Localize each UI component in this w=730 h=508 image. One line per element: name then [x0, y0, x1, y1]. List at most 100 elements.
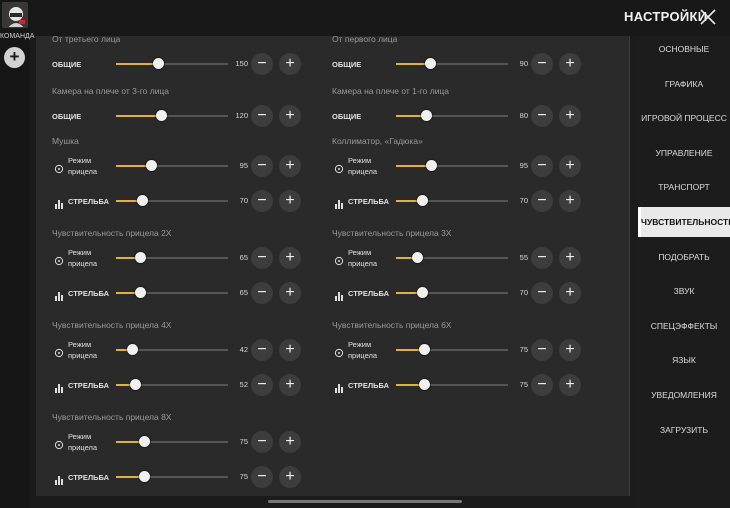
- decrease-button[interactable]: −: [251, 105, 273, 127]
- slider-fill: [116, 115, 161, 117]
- slider-knob[interactable]: [417, 287, 429, 298]
- slider-track[interactable]: [116, 252, 228, 263]
- slider-track[interactable]: [116, 436, 228, 447]
- decrease-button[interactable]: −: [531, 247, 553, 269]
- group-title: Чувствительность прицела 8X: [52, 412, 172, 422]
- slider-knob[interactable]: [411, 252, 423, 263]
- increase-button[interactable]: +: [279, 247, 301, 269]
- increase-button[interactable]: +: [559, 374, 581, 396]
- slider-label: СТРЕЛЬБА: [68, 381, 109, 390]
- slider-track[interactable]: [396, 160, 508, 171]
- menu-item[interactable]: СПЕЦЭФФЕКТЫ: [650, 320, 718, 331]
- slider-knob[interactable]: [130, 379, 142, 390]
- decrease-button[interactable]: −: [251, 339, 273, 361]
- slider-knob[interactable]: [126, 344, 138, 355]
- avatar[interactable]: [2, 2, 28, 28]
- menu-item[interactable]: ИГРОВОЙ ПРОЦЕСС: [641, 113, 727, 124]
- increase-button[interactable]: +: [279, 431, 301, 453]
- slider-label: СТРЕЛЬБА: [348, 289, 389, 298]
- slider-track[interactable]: [396, 252, 508, 263]
- decrease-button[interactable]: −: [251, 282, 273, 304]
- decrease-button[interactable]: −: [531, 155, 553, 177]
- slider-track[interactable]: [396, 195, 508, 206]
- slider-track[interactable]: [116, 195, 228, 206]
- decrease-button[interactable]: −: [251, 431, 273, 453]
- slider-track[interactable]: [396, 287, 508, 298]
- slider-knob[interactable]: [135, 287, 147, 298]
- increase-button[interactable]: +: [559, 339, 581, 361]
- increase-button[interactable]: +: [559, 247, 581, 269]
- slider-knob[interactable]: [420, 110, 432, 121]
- slider-row: Режим прицела 65− +: [52, 246, 342, 270]
- decrease-button[interactable]: −: [531, 339, 553, 361]
- menu-item[interactable]: ОСНОВНЫЕ: [658, 44, 710, 54]
- slider-knob[interactable]: [146, 160, 158, 171]
- crosshair-icon: [54, 345, 64, 358]
- slider-knob[interactable]: [135, 252, 147, 263]
- slider-knob[interactable]: [419, 344, 430, 355]
- slider-track[interactable]: [396, 58, 508, 69]
- increase-button[interactable]: +: [559, 190, 581, 212]
- increase-button[interactable]: +: [559, 282, 581, 304]
- slider-track[interactable]: [116, 344, 228, 355]
- slider-track[interactable]: [116, 287, 228, 298]
- increase-button[interactable]: +: [279, 374, 301, 396]
- slider-knob[interactable]: [155, 110, 167, 121]
- decrease-button[interactable]: −: [251, 247, 273, 269]
- slider-knob[interactable]: [419, 379, 430, 390]
- slider-track[interactable]: [116, 379, 228, 390]
- slider-knob[interactable]: [424, 58, 436, 69]
- slider-track[interactable]: [116, 110, 228, 121]
- increase-button[interactable]: +: [279, 105, 301, 127]
- menu-item[interactable]: УПРАВЛЕНИЕ: [655, 147, 713, 158]
- menu-item[interactable]: ЗВУК: [673, 286, 695, 297]
- slider-track[interactable]: [396, 344, 508, 355]
- decrease-button[interactable]: −: [531, 374, 553, 396]
- menu-item[interactable]: ТРАНСПОРТ: [658, 182, 710, 193]
- group-title: Камера на плече от 3-го лица: [52, 86, 170, 96]
- decrease-button[interactable]: −: [251, 155, 273, 177]
- slider-knob[interactable]: [153, 58, 164, 69]
- increase-button[interactable]: +: [279, 53, 301, 75]
- menu-item[interactable]: ПОДОБРАТЬ: [658, 251, 710, 262]
- decrease-button[interactable]: −: [531, 53, 553, 75]
- increase-button[interactable]: +: [279, 155, 301, 177]
- decrease-button[interactable]: −: [531, 282, 553, 304]
- menu-item[interactable]: ЯЗЫК: [672, 355, 696, 366]
- crosshair-icon: [54, 437, 64, 450]
- slider-track[interactable]: [116, 58, 228, 69]
- sensitivity-panel[interactable]: От третьего лица ОБЩИЕ 150− + Камера на плеч…: [36, 36, 630, 496]
- slider-track[interactable]: [396, 110, 508, 121]
- decrease-button[interactable]: −: [531, 105, 553, 127]
- menu-item[interactable]: ГРАФИКА: [664, 78, 704, 89]
- increase-button[interactable]: +: [279, 339, 301, 361]
- slider-knob[interactable]: [137, 195, 149, 206]
- slider-knob[interactable]: [426, 160, 438, 171]
- slider-row: СТРЕЛЬБА 70− +: [52, 189, 342, 213]
- slider-track[interactable]: [116, 160, 228, 171]
- increase-button[interactable]: +: [559, 53, 581, 75]
- increase-button[interactable]: +: [559, 155, 581, 177]
- slider-track[interactable]: [396, 379, 508, 390]
- scroll-indicator[interactable]: [268, 500, 462, 503]
- close-button[interactable]: [697, 6, 719, 28]
- add-teammate-button[interactable]: +: [4, 47, 25, 68]
- increase-button[interactable]: +: [559, 105, 581, 127]
- bars-icon: [54, 196, 64, 209]
- slider-value: 150: [235, 59, 248, 68]
- slider-knob[interactable]: [417, 195, 429, 206]
- menu-item[interactable]: ЧУВСТВИТЕЛЬНОСТЬ: [638, 207, 730, 237]
- increase-button[interactable]: +: [279, 190, 301, 212]
- decrease-button[interactable]: −: [251, 374, 273, 396]
- slider-track[interactable]: [116, 471, 228, 482]
- menu-item[interactable]: УВЕДОМЛЕНИЯ: [651, 390, 717, 400]
- slider-knob[interactable]: [139, 436, 150, 447]
- decrease-button[interactable]: −: [251, 466, 273, 488]
- increase-button[interactable]: +: [279, 466, 301, 488]
- increase-button[interactable]: +: [279, 282, 301, 304]
- decrease-button[interactable]: −: [531, 190, 553, 212]
- decrease-button[interactable]: −: [251, 190, 273, 212]
- decrease-button[interactable]: −: [251, 53, 273, 75]
- slider-knob[interactable]: [139, 471, 150, 482]
- menu-item[interactable]: ЗАГРУЗИТЬ: [659, 424, 709, 435]
